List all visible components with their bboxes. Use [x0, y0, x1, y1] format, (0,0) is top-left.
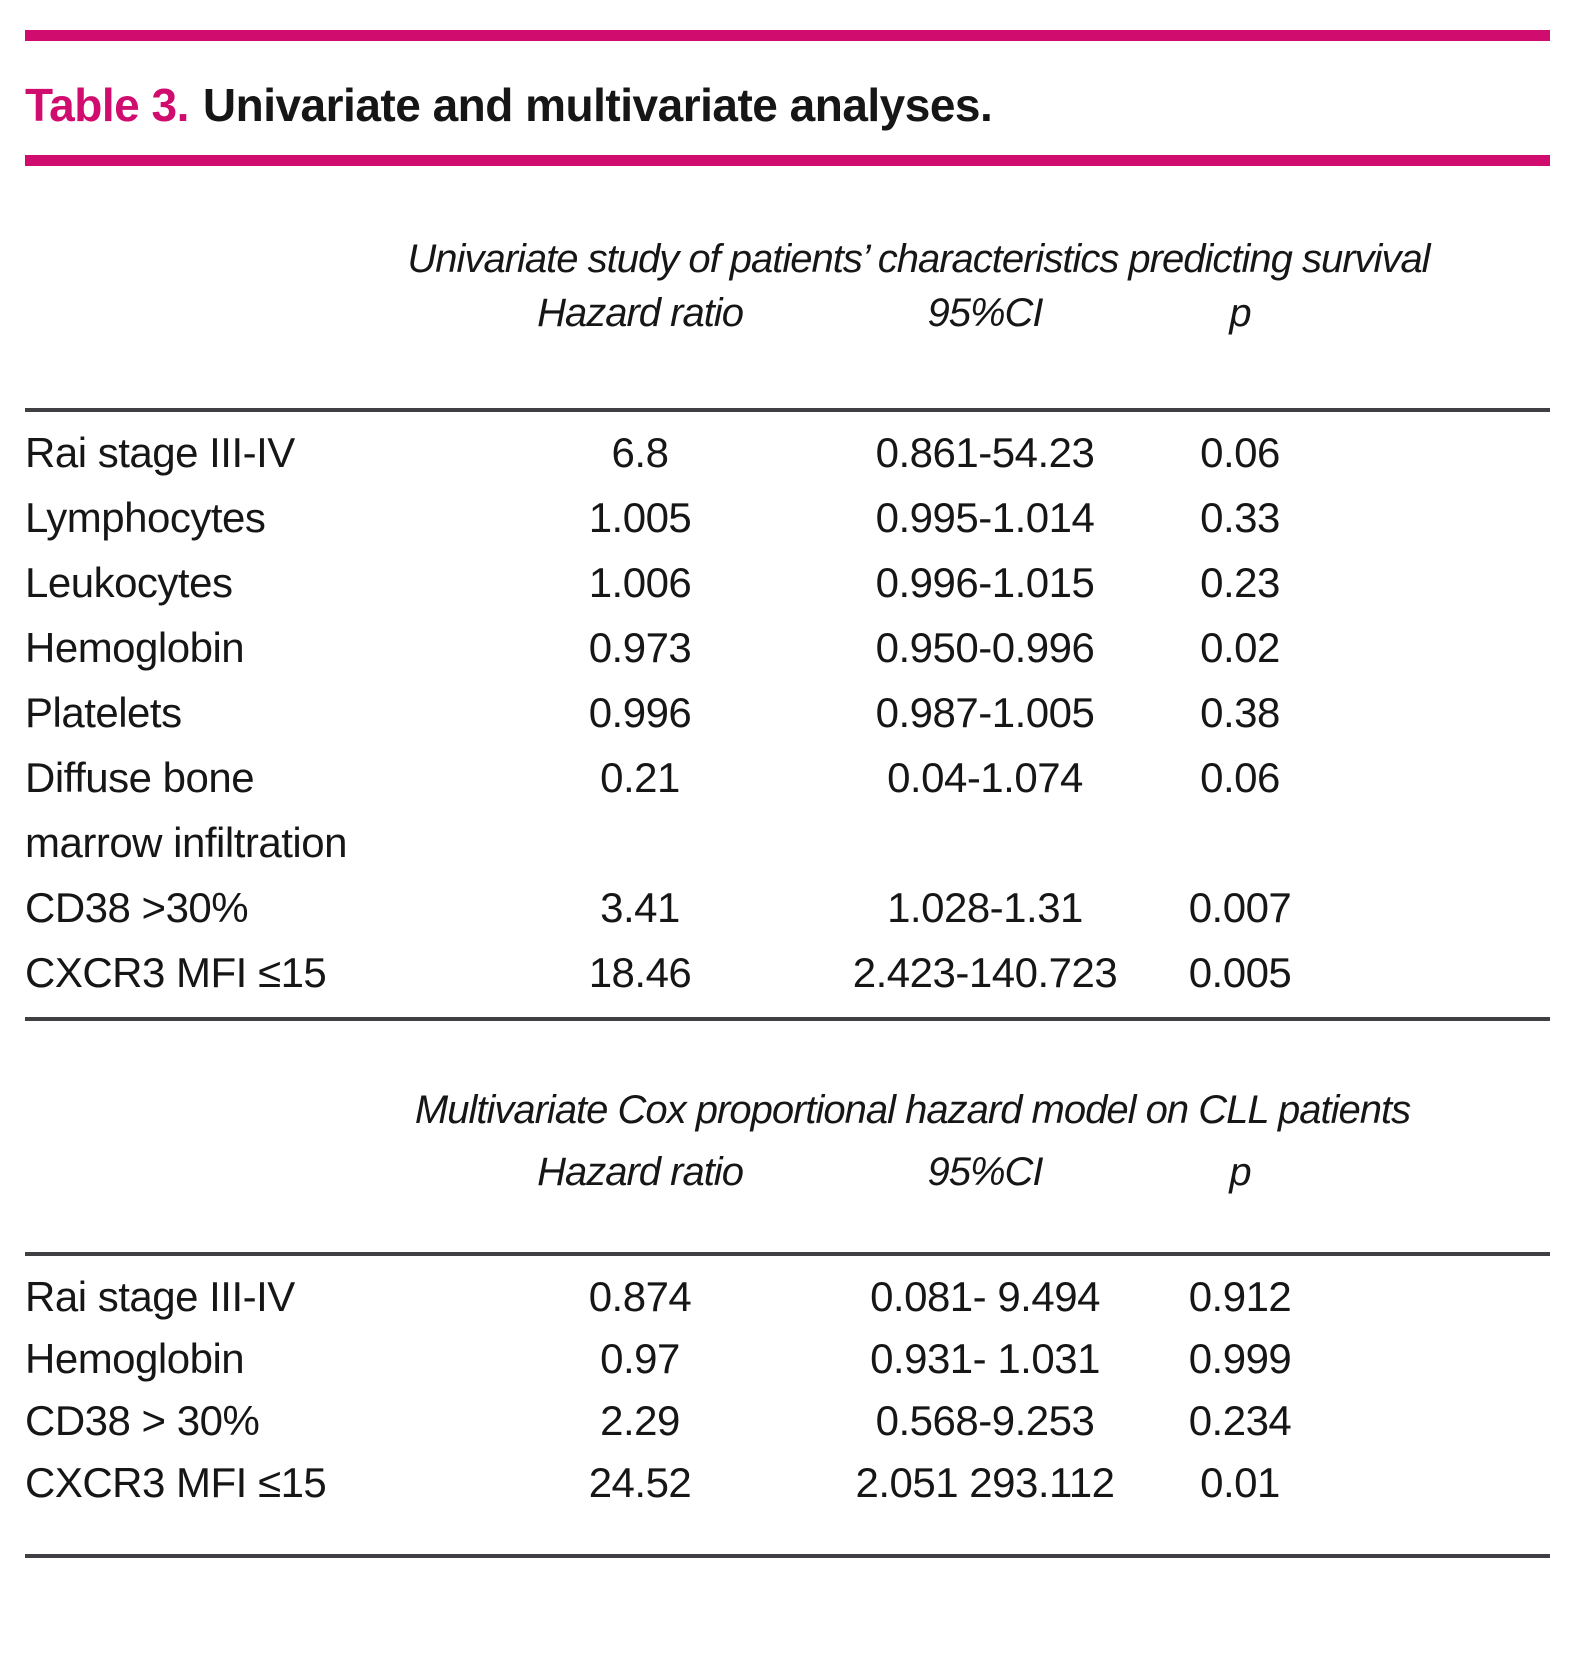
table-row: CD38 >30% 3.41 1.028-1.31 0.007: [25, 875, 1550, 940]
multivariate-section-title: Multivariate Cox proportional hazard mod…: [414, 1088, 1411, 1132]
hazard-ratio-header: Hazard ratio: [537, 291, 744, 335]
title-accent-rule: [25, 155, 1550, 166]
ci-value: 0.987-1.005: [875, 689, 1095, 736]
row-label: Hemoglobin: [25, 1335, 245, 1382]
row-label: CXCR3 MFI ≤15: [25, 949, 327, 996]
table-caption-text: Univariate and multivariate analyses.: [202, 79, 993, 131]
ci-value: 0.931- 1.031: [870, 1335, 1100, 1382]
table-rule: [25, 408, 1550, 412]
table-number: Table 3.: [25, 79, 189, 131]
table-caption: Table 3. Univariate and multivariate anal…: [25, 77, 1550, 133]
ci-value: 1.028-1.31: [887, 884, 1083, 931]
row-label: CXCR3 MFI ≤15: [25, 1459, 327, 1506]
row-label: Lymphocytes: [25, 494, 266, 541]
ci-value: 0.950-0.996: [875, 624, 1095, 671]
row-label: Platelets: [25, 689, 182, 736]
multivariate-column-headers: Hazard ratio 95%CI p: [25, 1147, 1550, 1197]
ci-value: 0.861-54.23: [875, 429, 1095, 476]
p-value: 0.007: [1188, 884, 1292, 931]
ci-value: 0.568-9.253: [875, 1397, 1095, 1444]
ci-value: 2.423-140.723: [852, 949, 1118, 996]
hazard-ratio-value: 18.46: [588, 949, 692, 996]
hazard-ratio-value: 0.973: [588, 624, 692, 671]
row-label: Rai stage III-IV: [25, 1273, 295, 1320]
ci-value: 0.996-1.015: [875, 559, 1095, 606]
hazard-ratio-value: 3.41: [600, 884, 680, 931]
ci-header: 95%CI: [927, 291, 1043, 335]
table-row: Rai stage III-IV 0.874 0.081- 9.494 0.91…: [25, 1266, 1550, 1328]
p-value: 0.02: [1200, 624, 1280, 671]
table-row: Hemoglobin 0.97 0.931- 1.031 0.999: [25, 1328, 1550, 1390]
p-value: 0.38: [1200, 689, 1280, 736]
row-label: CD38 > 30%: [25, 1397, 260, 1444]
empty-header-cell: [25, 1147, 445, 1197]
table-rule: [25, 1017, 1550, 1021]
table-row: Rai stage III-IV 6.8 0.861-54.23 0.06: [25, 420, 1550, 485]
p-value: 0.234: [1188, 1397, 1292, 1444]
ci-value: 2.051 293.112: [855, 1459, 1115, 1506]
multivariate-rows: Rai stage III-IV 0.874 0.081- 9.494 0.91…: [25, 1256, 1550, 1554]
p-header: p: [1229, 1150, 1251, 1194]
table-row: Platelets 0.996 0.987-1.005 0.38: [25, 680, 1550, 745]
p-value: 0.06: [1200, 754, 1280, 801]
hazard-ratio-value: 1.005: [588, 494, 692, 541]
univariate-section-title: Univariate study of patients’ characteri…: [407, 237, 1430, 281]
row-label: Rai stage III-IV: [25, 429, 295, 476]
hazard-ratio-value: 0.874: [588, 1273, 692, 1320]
table-row: CD38 > 30% 2.29 0.568-9.253 0.234: [25, 1390, 1550, 1452]
table-row: CXCR3 MFI ≤15 18.46 2.423-140.723 0.005: [25, 940, 1550, 1005]
p-value: 0.06: [1200, 429, 1280, 476]
table-row: Lymphocytes 1.005 0.995-1.014 0.33: [25, 485, 1550, 550]
p-value: 0.33: [1200, 494, 1280, 541]
hazard-ratio-header: Hazard ratio: [537, 1150, 744, 1194]
ci-value: 0.081- 9.494: [870, 1273, 1100, 1320]
row-label: Diffuse bone marrow infiltration: [25, 754, 347, 866]
hazard-ratio-value: 0.21: [600, 754, 680, 801]
hazard-ratio-value: 24.52: [588, 1459, 692, 1506]
univariate-rows: Rai stage III-IV 6.8 0.861-54.23 0.06 Ly…: [25, 412, 1550, 1017]
p-value: 0.01: [1200, 1459, 1280, 1506]
table-row: Leukocytes 1.006 0.996-1.015 0.23: [25, 550, 1550, 615]
p-value: 0.23: [1200, 559, 1280, 606]
ci-value: 0.995-1.014: [875, 494, 1095, 541]
p-value: 0.999: [1188, 1335, 1292, 1382]
row-label: Hemoglobin: [25, 624, 245, 671]
table-row: CXCR3 MFI ≤15 24.52 2.051 293.112 0.01: [25, 1452, 1550, 1514]
ci-header: 95%CI: [927, 1150, 1043, 1194]
top-accent-rule: [25, 30, 1550, 41]
table-row: Diffuse bone marrow infiltration 0.21 0.…: [25, 745, 1550, 875]
hazard-ratio-value: 1.006: [588, 559, 692, 606]
table-row: Hemoglobin 0.973 0.950-0.996 0.02: [25, 615, 1550, 680]
table-rule: [25, 1252, 1550, 1256]
univariate-column-headers: Hazard ratio 95%CI p: [25, 288, 1550, 338]
hazard-ratio-value: 0.97: [600, 1335, 680, 1382]
hazard-ratio-value: 6.8: [611, 429, 669, 476]
p-value: 0.005: [1188, 949, 1292, 996]
table-rule: [25, 1554, 1550, 1558]
row-label: Leukocytes: [25, 559, 233, 606]
p-header: p: [1229, 291, 1251, 335]
hazard-ratio-value: 2.29: [600, 1397, 680, 1444]
p-value: 0.912: [1188, 1273, 1292, 1320]
ci-value: 0.04-1.074: [887, 754, 1083, 801]
bottom-whitespace: [25, 1558, 1550, 1648]
empty-header-cell: [25, 288, 445, 338]
hazard-ratio-value: 0.996: [588, 689, 692, 736]
row-label: CD38 >30%: [25, 884, 249, 931]
